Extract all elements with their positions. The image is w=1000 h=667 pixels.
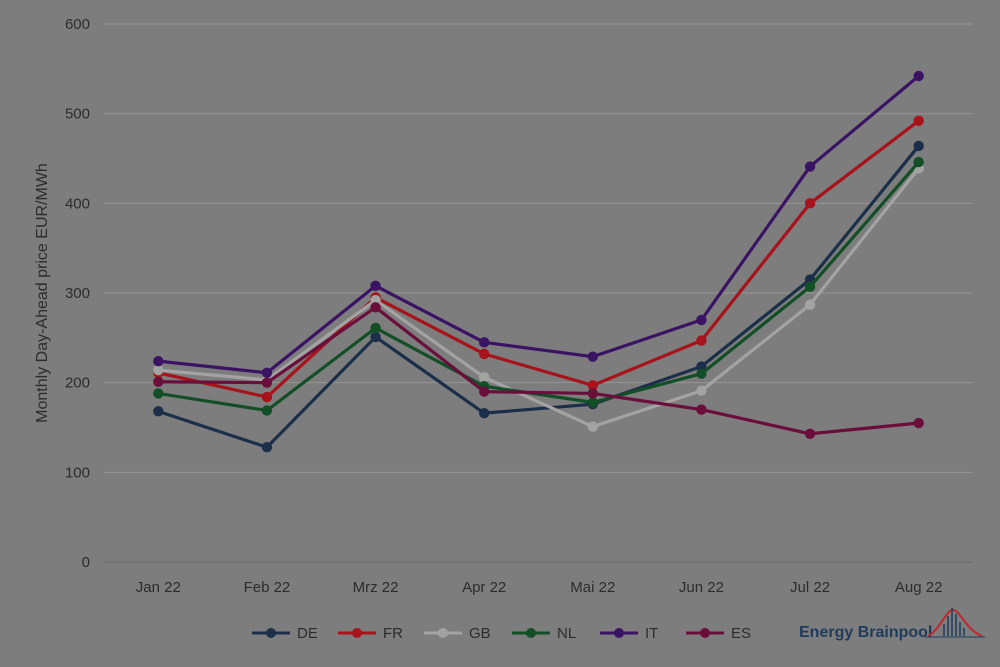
x-tick-label: Mrz 22 bbox=[353, 579, 399, 596]
legend-item-gb: GB bbox=[424, 625, 491, 642]
data-point bbox=[370, 280, 381, 292]
series-es bbox=[153, 302, 924, 439]
data-point bbox=[153, 364, 164, 376]
series-lines bbox=[153, 70, 924, 453]
data-point bbox=[587, 397, 599, 408]
data-point bbox=[696, 335, 707, 346]
legend-item-it: IT bbox=[600, 625, 658, 642]
gridlines bbox=[104, 23, 973, 563]
data-point bbox=[261, 442, 273, 453]
x-tick-label: Mai 22 bbox=[570, 579, 615, 596]
data-point bbox=[153, 376, 164, 387]
data-point bbox=[261, 405, 273, 416]
legend-marker bbox=[700, 628, 710, 638]
x-tick-label: Jul 22 bbox=[790, 579, 830, 596]
legend-marker bbox=[352, 628, 362, 638]
legend-marker bbox=[438, 628, 448, 638]
series-nl bbox=[153, 156, 924, 416]
data-point bbox=[478, 407, 490, 419]
legend-item-es: ES bbox=[686, 625, 751, 642]
legend-label: IT bbox=[645, 625, 658, 642]
data-point bbox=[478, 386, 490, 397]
data-point bbox=[478, 348, 490, 360]
y-tick-label: 600 bbox=[65, 16, 90, 33]
y-tick-label: 100 bbox=[65, 464, 90, 481]
data-point bbox=[587, 421, 599, 432]
data-point bbox=[587, 351, 599, 362]
data-point bbox=[696, 404, 707, 415]
y-tick-label: 300 bbox=[65, 285, 90, 302]
data-point bbox=[261, 391, 273, 403]
y-tick-label: 400 bbox=[65, 195, 90, 212]
data-point bbox=[804, 198, 816, 209]
series-line bbox=[158, 161, 920, 413]
legend-item-de: DE bbox=[252, 625, 318, 642]
data-point bbox=[261, 367, 273, 379]
data-point bbox=[261, 377, 273, 388]
data-point bbox=[696, 368, 707, 379]
data-point bbox=[696, 385, 707, 396]
legend-label: ES bbox=[731, 625, 751, 642]
legend-label: DE bbox=[297, 625, 318, 642]
data-point bbox=[804, 299, 816, 310]
series-line bbox=[158, 305, 919, 436]
data-point bbox=[153, 355, 164, 367]
series-line bbox=[157, 144, 920, 449]
data-point bbox=[913, 115, 924, 127]
data-point bbox=[913, 417, 924, 429]
data-point bbox=[587, 380, 599, 391]
legend-item-fr: FR bbox=[338, 625, 403, 642]
data-point bbox=[913, 70, 924, 82]
data-point bbox=[370, 331, 381, 343]
data-point bbox=[913, 156, 924, 168]
data-point bbox=[696, 314, 707, 326]
data-point bbox=[804, 281, 816, 292]
x-tick-label: Feb 22 bbox=[244, 579, 291, 596]
data-point bbox=[153, 406, 164, 417]
series-de bbox=[153, 140, 924, 453]
data-point bbox=[478, 372, 490, 383]
series-line bbox=[157, 119, 920, 399]
legend-marker bbox=[266, 628, 276, 638]
data-point bbox=[587, 388, 599, 399]
legend-marker bbox=[526, 628, 536, 638]
legend: DE FR GB NL IT ES bbox=[252, 625, 751, 642]
series-line bbox=[158, 74, 920, 375]
y-axis-ticks: 0 100 200 300 400 500 600 bbox=[65, 16, 90, 571]
data-point bbox=[804, 161, 816, 172]
brainpool-curve-logo-icon bbox=[925, 608, 985, 638]
data-point bbox=[804, 428, 816, 439]
data-point bbox=[913, 140, 924, 152]
y-tick-label: 500 bbox=[65, 106, 90, 123]
x-tick-label: Aug 22 bbox=[895, 579, 943, 596]
y-axis-label: Monthly Day-Ahead price EUR/MWh bbox=[34, 163, 51, 423]
legend-label: NL bbox=[557, 625, 576, 642]
x-axis-ticks: Jan 22 Feb 22 Mrz 22 Apr 22 Mai 22 Jun 22 Jul … bbox=[136, 579, 943, 596]
brand-logo: Energy Brainpool bbox=[799, 608, 985, 641]
data-point bbox=[153, 388, 164, 399]
legend-label: FR bbox=[383, 625, 403, 642]
legend-marker bbox=[614, 628, 624, 638]
data-point bbox=[696, 361, 707, 372]
series-it bbox=[153, 70, 924, 379]
x-tick-label: Apr 22 bbox=[462, 579, 506, 596]
x-tick-label: Jun 22 bbox=[679, 579, 724, 596]
brand-name: Energy Brainpool bbox=[799, 624, 932, 641]
y-tick-label: 0 bbox=[82, 554, 90, 571]
series-fr bbox=[153, 115, 924, 403]
y-tick-label: 200 bbox=[65, 375, 90, 392]
legend-item-nl: NL bbox=[512, 625, 576, 642]
data-point bbox=[478, 337, 490, 348]
data-point bbox=[370, 302, 381, 313]
data-point bbox=[370, 294, 381, 306]
series-line bbox=[158, 167, 920, 429]
data-point bbox=[370, 322, 381, 334]
x-tick-label: Jan 22 bbox=[136, 579, 181, 596]
legend-label: GB bbox=[469, 625, 491, 642]
